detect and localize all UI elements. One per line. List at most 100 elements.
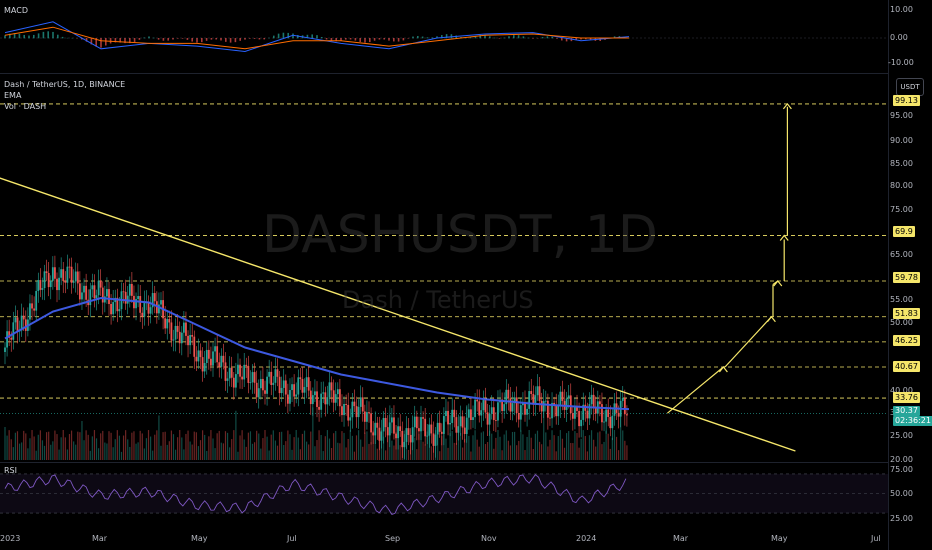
volume-bar — [189, 441, 191, 460]
candle-body — [68, 266, 71, 268]
volume-bar — [407, 449, 410, 460]
candle-body — [544, 400, 547, 402]
candle-body — [526, 408, 528, 415]
candle-body — [455, 417, 458, 433]
volume-bar — [8, 430, 10, 460]
volume-bar — [226, 432, 229, 460]
candle-body — [174, 325, 177, 340]
arrow-head — [779, 234, 789, 241]
candle-body — [95, 295, 98, 299]
candle-body — [106, 289, 108, 297]
volume-bar — [66, 449, 68, 460]
volume-bar — [243, 439, 245, 460]
candle-body — [172, 339, 175, 341]
volume-bar — [588, 435, 591, 460]
candle-body — [609, 416, 612, 429]
volume-bar — [416, 449, 418, 460]
arrow-head — [718, 366, 728, 373]
candle-body — [274, 369, 277, 383]
volume-bar — [486, 442, 489, 460]
macd-histogram-bar — [330, 38, 333, 41]
volume-bar — [341, 431, 343, 460]
candle-body — [345, 403, 348, 405]
volume-bar — [160, 445, 162, 460]
macd-tick: 10.00 — [890, 5, 913, 14]
candle-body — [51, 267, 54, 281]
macd-histogram-bar — [575, 38, 577, 41]
macd-histogram-bar — [181, 38, 184, 39]
candle-body — [470, 409, 472, 420]
volume-bar — [58, 449, 60, 460]
target-arrow — [724, 316, 772, 368]
macd-histogram-bar — [373, 38, 376, 41]
macd-histogram-bar — [100, 38, 102, 48]
candle-body — [582, 404, 585, 420]
candle-body — [623, 398, 626, 415]
candle-body — [311, 395, 314, 405]
macd-histogram-bar — [191, 38, 193, 42]
volume-bar — [206, 450, 208, 460]
candle-body — [372, 432, 375, 436]
candle-body — [320, 393, 323, 410]
volume-bar — [35, 450, 37, 460]
volume-bar — [272, 430, 274, 460]
volume-bar — [351, 435, 353, 460]
macd-label[interactable]: MACD — [4, 6, 28, 15]
volume-bar — [150, 436, 152, 460]
volume-bar — [306, 441, 308, 460]
symbol-title[interactable]: Dash / TetherUS, 1D, BINANCE — [4, 80, 126, 89]
price-tick: 65.00 — [890, 250, 913, 259]
volume-bar — [204, 434, 206, 460]
volume-bar — [480, 432, 482, 460]
candle-body — [182, 322, 185, 333]
volume-bar — [420, 430, 422, 460]
volume-bar — [484, 444, 487, 460]
volume-bar — [274, 440, 276, 460]
macd-histogram-bar — [52, 31, 54, 39]
volume-bar — [258, 433, 260, 460]
volume-legend[interactable]: Vol · DASH — [4, 102, 47, 111]
volume-bar — [131, 432, 133, 460]
level-tag: 33.76 — [893, 392, 920, 403]
time-label: Jul — [287, 534, 297, 543]
ema-legend[interactable]: EMA — [4, 91, 22, 100]
macd-histogram-bar — [143, 37, 145, 39]
volume-bar — [98, 448, 100, 460]
candle-body — [338, 389, 341, 407]
volume-bar — [609, 448, 611, 460]
rsi-label[interactable]: RSI — [4, 466, 17, 475]
candle-body — [309, 390, 312, 405]
candle-body — [291, 384, 293, 391]
candle-body — [621, 398, 624, 401]
macd-histogram-bar — [249, 38, 251, 39]
volume-bar — [557, 436, 559, 460]
volume-bar — [462, 447, 464, 460]
macd-histogram-bar — [33, 34, 35, 39]
candle-body — [413, 416, 416, 428]
volume-bar — [229, 447, 231, 460]
candle-body — [257, 388, 260, 398]
volume-bar — [60, 437, 62, 460]
candle-body — [324, 392, 327, 405]
candle-body — [270, 371, 273, 385]
currency-button[interactable]: USDT — [896, 78, 924, 96]
volume-bar — [172, 434, 175, 460]
time-label: 2024 — [576, 534, 597, 543]
volume-bar — [355, 435, 358, 460]
candle-body — [24, 319, 27, 331]
signal-line — [4, 26, 629, 50]
candle-body — [409, 434, 412, 443]
volume-bar — [622, 430, 624, 460]
candle-body — [430, 424, 433, 434]
candle-body — [108, 289, 110, 305]
volume-bar — [349, 430, 351, 460]
candle-body — [91, 285, 94, 290]
volume-bar — [27, 448, 29, 460]
candle-body — [586, 410, 589, 419]
volume-bar — [287, 430, 289, 460]
macd-histogram-bar — [445, 34, 448, 39]
volume-bar — [472, 435, 474, 460]
candle-body — [6, 331, 8, 348]
macd-histogram-bar — [292, 33, 294, 39]
